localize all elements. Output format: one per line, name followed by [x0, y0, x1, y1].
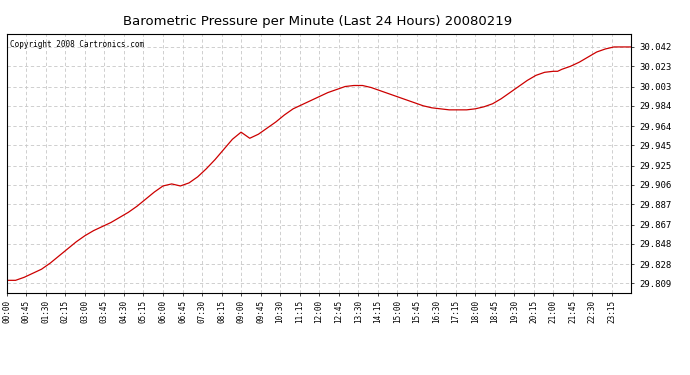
Text: Copyright 2008 Cartronics.com: Copyright 2008 Cartronics.com: [10, 40, 144, 49]
Text: Barometric Pressure per Minute (Last 24 Hours) 20080219: Barometric Pressure per Minute (Last 24 …: [123, 15, 512, 28]
